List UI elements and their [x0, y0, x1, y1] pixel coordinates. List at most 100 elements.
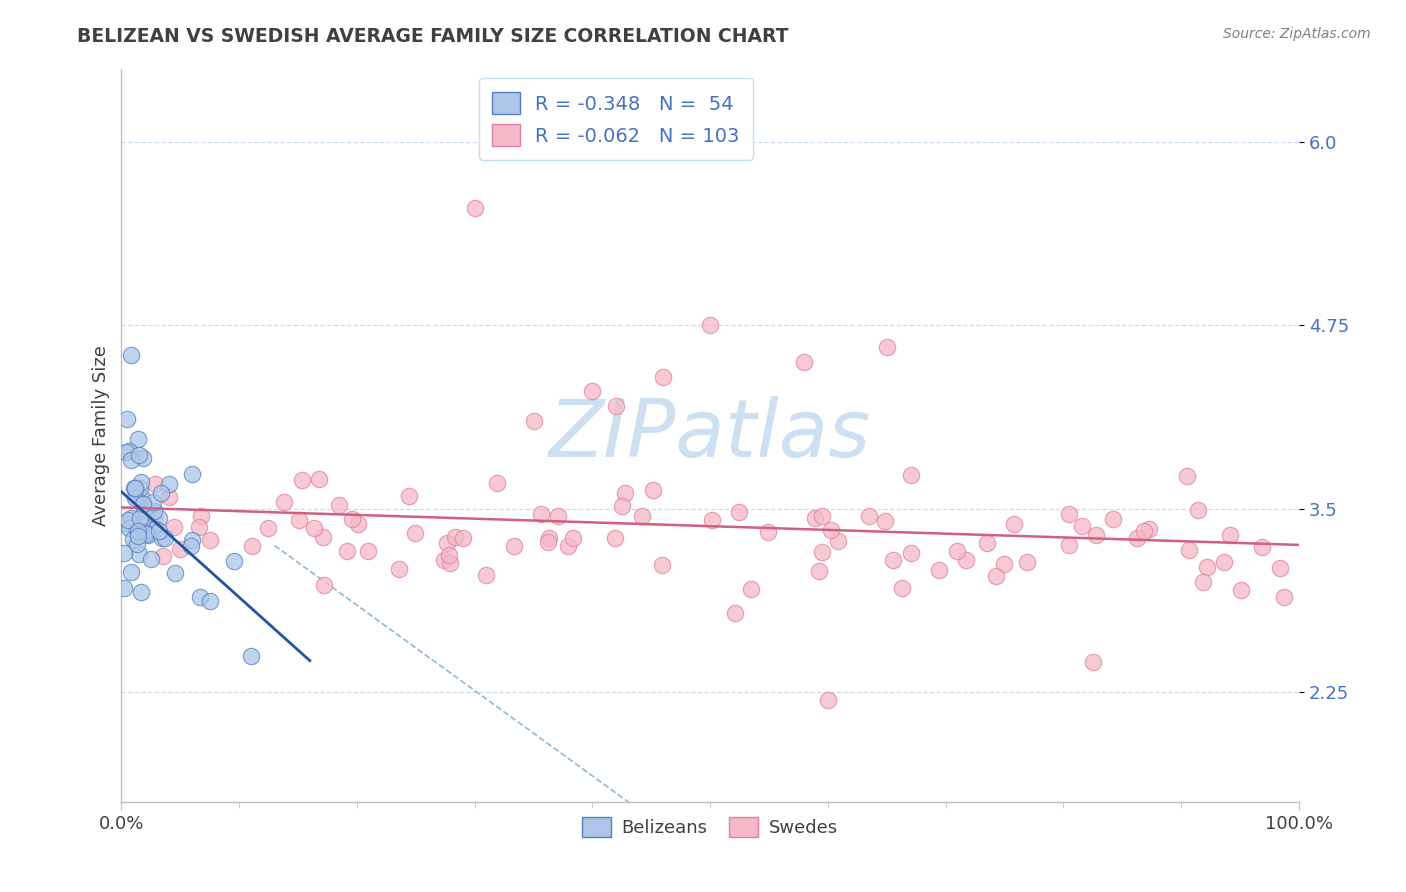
Point [124, 481, 146, 495]
Point [190, 508, 212, 523]
Point [118, 444, 141, 458]
Point [1084, 528, 1107, 542]
Point [955, 553, 977, 567]
Point [162, 520, 184, 534]
Point [614, 486, 637, 500]
Point [1268, 561, 1291, 575]
Point [290, 473, 312, 487]
Point [522, 414, 544, 428]
Point [433, 553, 456, 567]
Point [125, 525, 148, 540]
Point [163, 566, 186, 581]
Point [439, 556, 461, 570]
Point [138, 527, 160, 541]
Point [142, 495, 165, 509]
Point [643, 483, 665, 497]
Point [804, 511, 827, 525]
Point [134, 524, 156, 539]
Point [651, 558, 673, 573]
Y-axis label: Average Family Size: Average Family Size [93, 345, 110, 525]
Text: Source: ZipAtlas.com: Source: ZipAtlas.com [1223, 27, 1371, 41]
Point [143, 477, 166, 491]
Point [117, 513, 139, 527]
Point [335, 543, 357, 558]
Point [112, 546, 135, 560]
Point [1178, 542, 1201, 557]
Point [188, 590, 211, 604]
Point [820, 523, 842, 537]
Point [557, 539, 579, 553]
Point [928, 563, 950, 577]
Point [129, 475, 152, 489]
Point [135, 526, 157, 541]
Point [891, 581, 914, 595]
Point [1230, 583, 1253, 598]
Point [346, 516, 368, 531]
Point [581, 384, 603, 399]
Point [1272, 590, 1295, 604]
Point [152, 549, 174, 564]
Point [1187, 502, 1209, 516]
Point [128, 523, 150, 537]
Point [740, 582, 762, 596]
Point [485, 475, 508, 490]
Point [128, 547, 150, 561]
Point [308, 472, 330, 486]
Point [502, 539, 524, 553]
Point [117, 521, 139, 535]
Point [124, 524, 146, 538]
Point [984, 569, 1007, 583]
Point [858, 509, 880, 524]
Point [132, 450, 155, 465]
Point [127, 529, 149, 543]
Point [127, 524, 149, 538]
Point [1219, 528, 1241, 542]
Point [121, 532, 143, 546]
Point [808, 564, 831, 578]
Point [128, 511, 150, 525]
Point [188, 520, 211, 534]
Point [1081, 655, 1104, 669]
Point [124, 482, 146, 496]
Point [139, 552, 162, 566]
Point [475, 567, 498, 582]
Point [1004, 516, 1026, 531]
Point [464, 201, 486, 215]
Point [900, 546, 922, 560]
Point [976, 536, 998, 550]
Point [993, 558, 1015, 572]
Point [537, 531, 560, 545]
Point [1133, 524, 1156, 539]
Point [312, 530, 335, 544]
Point [157, 490, 180, 504]
Point [876, 340, 898, 354]
Point [148, 511, 170, 525]
Point [169, 542, 191, 557]
Point [200, 533, 222, 547]
Point [198, 594, 221, 608]
Point [699, 318, 721, 333]
Point [120, 511, 142, 525]
Point [603, 531, 626, 545]
Point [810, 545, 832, 559]
Point [756, 525, 779, 540]
Point [117, 412, 139, 426]
Point [537, 535, 560, 549]
Point [562, 532, 585, 546]
Point [120, 453, 142, 467]
Point [724, 607, 747, 621]
Point [150, 486, 173, 500]
Point [811, 509, 834, 524]
Point [287, 513, 309, 527]
Point [128, 448, 150, 462]
Point [148, 524, 170, 538]
Point [257, 521, 280, 535]
Point [124, 491, 146, 506]
Point [827, 534, 849, 549]
Point [702, 513, 724, 527]
Point [436, 535, 458, 549]
Point [728, 505, 751, 519]
Point [612, 499, 634, 513]
Point [132, 497, 155, 511]
Point [1251, 540, 1274, 554]
